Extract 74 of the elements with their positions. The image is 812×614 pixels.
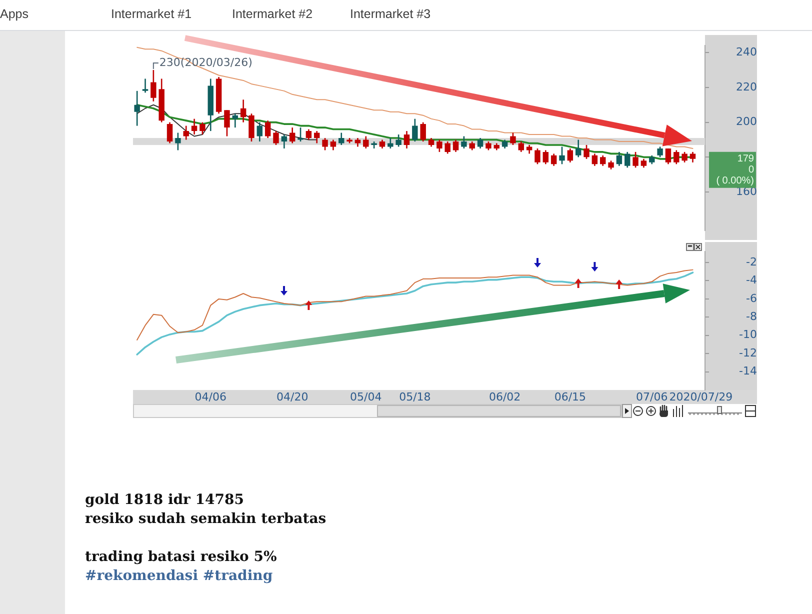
text: #rekomendasi #trading <box>85 567 274 586</box>
candlestick <box>363 136 369 150</box>
candlestick <box>444 140 450 154</box>
y-tick-label: 240 <box>736 45 757 58</box>
x-tick-label: 04/06 <box>194 390 226 404</box>
candlestick <box>396 134 402 148</box>
candlestick <box>224 109 230 137</box>
candlestick <box>322 137 328 151</box>
candlestick <box>273 130 279 146</box>
x-tick-label: 05/18 <box>399 390 431 404</box>
candlestick <box>567 148 574 164</box>
y-tick-label: -14 <box>739 364 757 378</box>
candlestick <box>665 148 672 165</box>
candlestick <box>632 151 638 168</box>
x-tick-label: 04/20 <box>276 390 308 404</box>
candlestick <box>436 139 442 153</box>
candlestick <box>150 69 156 102</box>
candlestick <box>674 150 680 165</box>
candlestick <box>575 139 582 158</box>
y-tick-label: 200 <box>736 115 757 128</box>
candlestick <box>166 122 173 144</box>
candlestick <box>264 120 271 139</box>
candlestick <box>134 90 140 126</box>
candlestick <box>510 132 516 146</box>
y-tick-label: -6 <box>746 292 757 305</box>
candlestick <box>682 151 688 164</box>
candlestick <box>616 151 622 167</box>
candlestick <box>248 112 254 142</box>
candlestick <box>338 132 344 146</box>
candlestick <box>542 150 549 165</box>
candlestick <box>240 98 246 123</box>
candlestick <box>404 130 410 150</box>
candlestick <box>298 126 304 142</box>
candlestick <box>559 146 565 165</box>
candlestick <box>477 137 484 150</box>
x-tick-label: 07/06 <box>636 390 668 404</box>
candlestick <box>314 130 320 144</box>
text: gold 1818 idr 14785 resiko sudah semakin terbatas trading batasi resiko 5% <box>85 492 326 565</box>
candlestick <box>175 132 181 151</box>
candlestick <box>281 134 288 150</box>
x-tick-label: 06/02 <box>488 390 521 404</box>
candlestick <box>592 153 598 167</box>
candlestick <box>232 112 238 128</box>
candlestick <box>690 151 696 164</box>
y-tick-label: -2 <box>746 255 757 268</box>
candlestick <box>183 125 189 140</box>
candlestick <box>289 126 296 144</box>
candlestick <box>191 118 198 136</box>
y-tick-label: 220 <box>736 80 757 94</box>
y-tick-label: -12 <box>739 346 757 360</box>
candlestick <box>420 122 426 142</box>
candlestick <box>534 148 540 165</box>
candlestick <box>330 139 336 151</box>
candlestick <box>306 128 312 140</box>
x-tick-label: 06/15 <box>554 390 586 404</box>
x-tick-label: 2020/07/29 <box>669 390 733 404</box>
candlestick <box>657 146 663 158</box>
candlestick <box>388 137 394 150</box>
x-tick-label: 05/04 <box>350 390 382 404</box>
candlestick <box>461 136 467 150</box>
candlestick <box>624 151 630 168</box>
text: 179 0 ( 0.00%) <box>716 154 754 187</box>
candlestick <box>142 78 148 94</box>
candlestick <box>256 122 263 142</box>
candlestick <box>600 154 606 167</box>
candlestick <box>584 144 590 160</box>
candlestick <box>550 153 557 167</box>
candlestick <box>452 139 459 153</box>
candlestick <box>518 140 524 153</box>
y-tick-label: -10 <box>739 328 757 342</box>
y-tick-label: -8 <box>746 310 757 324</box>
y-tick-label: -4 <box>746 274 757 287</box>
candlestick <box>412 118 418 142</box>
candlestick <box>200 122 206 136</box>
